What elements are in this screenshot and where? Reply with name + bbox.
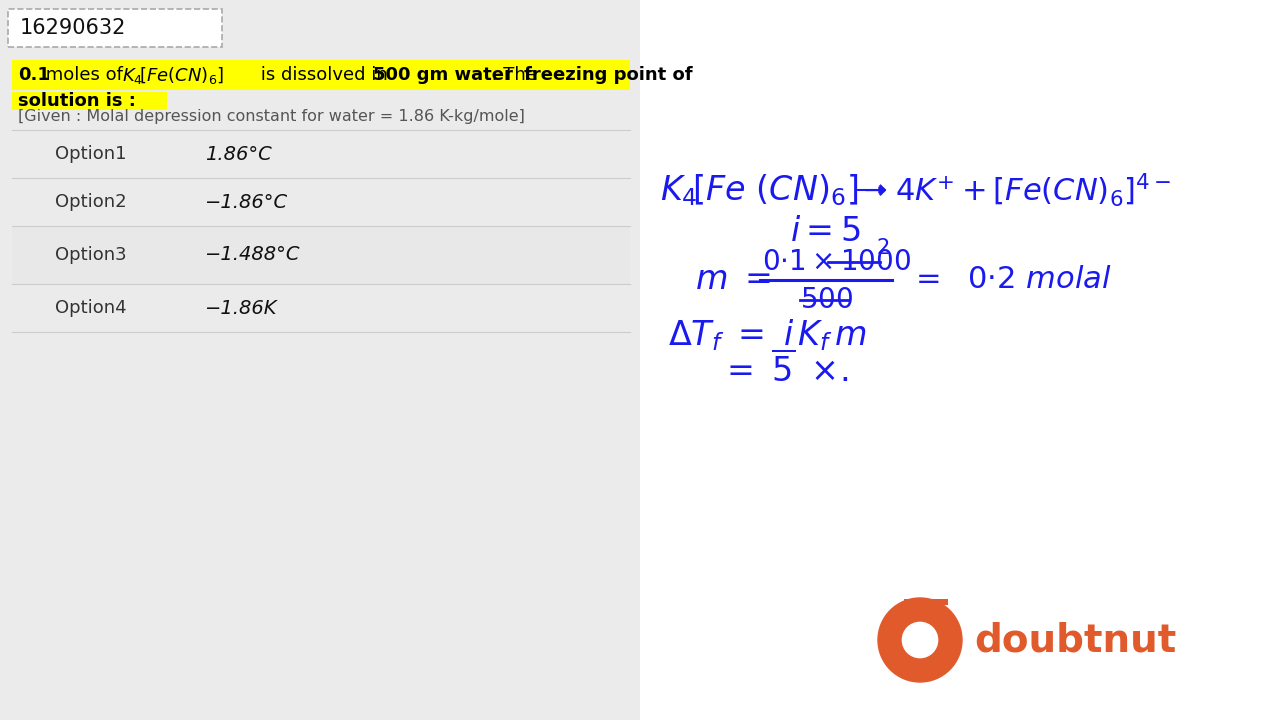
Bar (0, 0, 640, 720)
Polygon shape (904, 599, 948, 605)
Text: −1.86K: −1.86K (205, 299, 278, 318)
Text: solution is :: solution is : (18, 92, 136, 110)
Text: doubtnut: doubtnut (974, 621, 1176, 659)
Text: 0.1: 0.1 (18, 66, 50, 84)
Text: 500 gm water: 500 gm water (372, 66, 513, 84)
Text: $0{\cdot}1 \times 1000$: $0{\cdot}1 \times 1000$ (762, 248, 911, 276)
Text: −1.86°C: −1.86°C (205, 192, 288, 212)
Bar (12, 226, 630, 284)
Text: Option2: Option2 (55, 193, 127, 211)
Text: $=\ \ 0{\cdot}2\ molal$: $=\ \ 0{\cdot}2\ molal$ (910, 264, 1111, 295)
FancyBboxPatch shape (8, 9, 221, 47)
Bar (12, 92, 166, 110)
Text: freezing point of: freezing point of (524, 66, 692, 84)
Text: [Given : Molal depression constant for water = 1.86 K-kg/mole]: [Given : Molal depression constant for w… (18, 109, 525, 125)
Circle shape (878, 598, 963, 682)
Text: $\Delta T_f\ =\ i\,K_f\,m$: $\Delta T_f\ =\ i\,K_f\,m$ (668, 317, 867, 353)
Text: $2$: $2$ (876, 238, 890, 258)
Text: $i = 5$: $i = 5$ (790, 216, 860, 248)
Text: . The: . The (486, 66, 543, 84)
Text: $\rightarrow$: $\rightarrow$ (858, 176, 887, 204)
Text: −1.488°C: −1.488°C (205, 246, 301, 264)
Polygon shape (908, 603, 945, 617)
Text: Option3: Option3 (55, 246, 127, 264)
Text: $m\ =$: $m\ =$ (695, 264, 772, 296)
Text: moles of: moles of (40, 66, 128, 84)
Text: $500$: $500$ (800, 287, 854, 313)
Text: $K_4\!\left[Fe\ (CN)_6\right]$: $K_4\!\left[Fe\ (CN)_6\right]$ (660, 172, 859, 208)
Text: 16290632: 16290632 (20, 18, 127, 38)
Bar (12, 60, 630, 90)
Text: $=\ \overline{5}\ \times\!.$: $=\ \overline{5}\ \times\!.$ (719, 351, 849, 389)
Text: $4K^{+} + \left[Fe(CN)_6\right]^{4-}$: $4K^{+} + \left[Fe(CN)_6\right]^{4-}$ (895, 171, 1171, 209)
Circle shape (902, 622, 938, 657)
Bar (640, 0, 1280, 720)
Text: Option4: Option4 (55, 299, 127, 317)
Text: 1.86°C: 1.86°C (205, 145, 271, 163)
Text: is dissolved in: is dissolved in (255, 66, 393, 84)
Text: Option1: Option1 (55, 145, 127, 163)
Text: $K_4\!\left[Fe(CN)_6\right]$: $K_4\!\left[Fe(CN)_6\right]$ (122, 65, 224, 86)
